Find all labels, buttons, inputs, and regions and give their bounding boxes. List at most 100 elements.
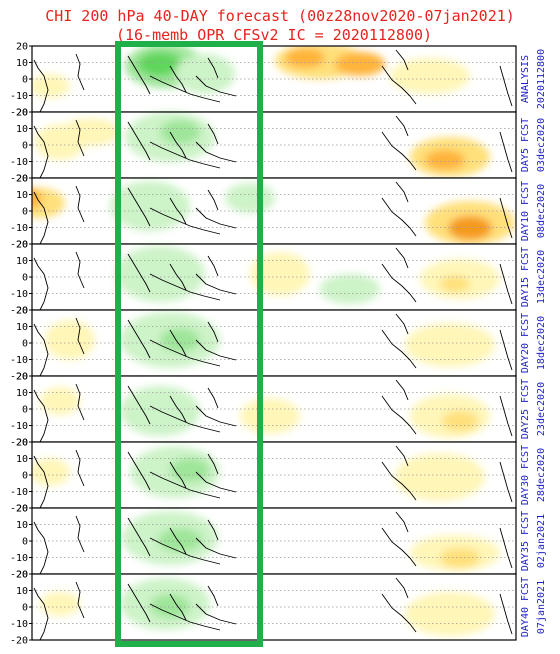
shading-blob — [440, 276, 470, 292]
y-tick-label: 10 — [16, 388, 28, 399]
panel-label: DAY35 FCST — [520, 511, 531, 571]
coastline — [149, 339, 221, 367]
shading — [32, 46, 470, 98]
coastline — [207, 321, 219, 343]
coastline — [33, 521, 49, 575]
coastline — [169, 593, 187, 621]
coastline — [499, 197, 513, 239]
y-tick-label: 0 — [22, 603, 28, 614]
panel-date: 28dec2020 — [536, 448, 547, 502]
shading — [35, 112, 490, 177]
coastline — [499, 329, 513, 371]
coastline — [127, 319, 151, 359]
shading — [32, 446, 485, 501]
coastline — [207, 123, 219, 145]
panel-date: 13dec2020 — [536, 250, 547, 304]
coastline — [127, 121, 151, 161]
y-tick-label: 0 — [22, 207, 28, 218]
coastline — [169, 329, 187, 357]
coastline — [195, 273, 237, 295]
panel-label: DAY5 FCST — [520, 118, 531, 172]
coastline — [169, 395, 187, 423]
y-tick-label: 10 — [16, 124, 28, 135]
y-tick-label: 10 — [16, 58, 28, 69]
shading-blob — [40, 592, 80, 616]
coastline — [75, 449, 85, 487]
coastline — [127, 55, 151, 95]
y-tick-label: 20 — [16, 372, 28, 383]
coastline — [33, 59, 49, 113]
coastline — [127, 451, 151, 491]
panel-date: 23dec2020 — [536, 382, 547, 436]
coastline — [499, 263, 513, 305]
coastline — [395, 445, 409, 467]
panel-label: DAY40 FCST — [520, 577, 531, 637]
shading-blob — [40, 387, 80, 415]
coastline — [127, 385, 151, 425]
coastline — [395, 313, 409, 335]
coastline — [127, 187, 151, 227]
coastline — [149, 471, 221, 499]
coastline — [33, 323, 49, 377]
shading-blob — [32, 458, 70, 486]
coastline — [395, 247, 409, 269]
panel: 20 10 0 -10 -20 DAY5 FCST 03dec2020 — [10, 108, 547, 185]
coastline — [395, 577, 409, 599]
y-tick-label: 20 — [16, 240, 28, 251]
shading-blob — [440, 548, 480, 568]
y-tick-label: -20 — [10, 108, 28, 119]
shading-blob — [405, 323, 495, 367]
chart-title-line2: (16-memb OPR CFSv2 IC = 2020112800) — [115, 26, 433, 44]
y-tick-label: 10 — [16, 454, 28, 465]
coastline — [149, 405, 221, 433]
panel: 20 10 0 -10 -20 DAY40 FCST 07jan2021 — [10, 570, 547, 647]
y-tick-label: 0 — [22, 471, 28, 482]
shading-blob — [150, 594, 190, 618]
panel: 20 10 0 -10 -20 DAY25 FCST 23dec2020 — [10, 372, 547, 449]
coastline — [127, 517, 151, 557]
y-tick-label: -20 — [10, 636, 28, 647]
y-tick-label: -10 — [10, 421, 28, 432]
y-tick-label: 10 — [16, 190, 28, 201]
coastline — [75, 185, 85, 223]
coastline — [169, 131, 187, 159]
y-tick-label: 0 — [22, 339, 28, 350]
coastline — [499, 131, 513, 173]
coastline — [207, 255, 219, 277]
shading-blob — [250, 252, 310, 296]
coastline — [33, 587, 49, 641]
panel: 20 10 0 -10 -20 ANALYSIS 2020112800 — [10, 42, 547, 119]
coastline — [381, 197, 417, 237]
y-tick-label: 0 — [22, 405, 28, 416]
y-tick-label: 20 — [16, 570, 28, 581]
shading-blob — [405, 592, 495, 636]
coastline — [195, 141, 237, 163]
panel-date: 18dec2020 — [536, 316, 547, 370]
panel-label: ANALYSIS — [520, 55, 531, 103]
coastline — [207, 57, 219, 79]
panel: 20 10 0 -10 -20 DAY10 FCST 08dec2020 — [10, 174, 547, 251]
shading-blob — [442, 411, 478, 431]
panel-date: 07jan2021 — [536, 580, 547, 634]
coastline — [75, 383, 85, 421]
panel: 20 10 0 -10 -20 DAY35 FCST 02jan2021 — [10, 504, 547, 581]
y-tick-label: 0 — [22, 273, 28, 284]
coastline — [499, 461, 513, 503]
shading-blob — [45, 320, 95, 360]
shading-blob — [170, 458, 210, 482]
y-tick-label: 20 — [16, 42, 28, 53]
shading-blob — [158, 528, 202, 552]
shading-blob — [225, 183, 275, 213]
highlight-box — [115, 41, 263, 647]
y-tick-label: 10 — [16, 586, 28, 597]
y-tick-label: 20 — [16, 438, 28, 449]
panel-date: 08dec2020 — [536, 184, 547, 238]
y-tick-label: 10 — [16, 520, 28, 531]
coastline — [207, 585, 219, 607]
panel: 20 10 0 -10 -20 DAY20 FCST 18dec2020 — [10, 306, 547, 383]
y-tick-label: -20 — [10, 570, 28, 581]
y-tick-label: -20 — [10, 174, 28, 185]
y-tick-label: -10 — [10, 355, 28, 366]
coastline — [169, 65, 187, 93]
coastline — [499, 65, 513, 107]
